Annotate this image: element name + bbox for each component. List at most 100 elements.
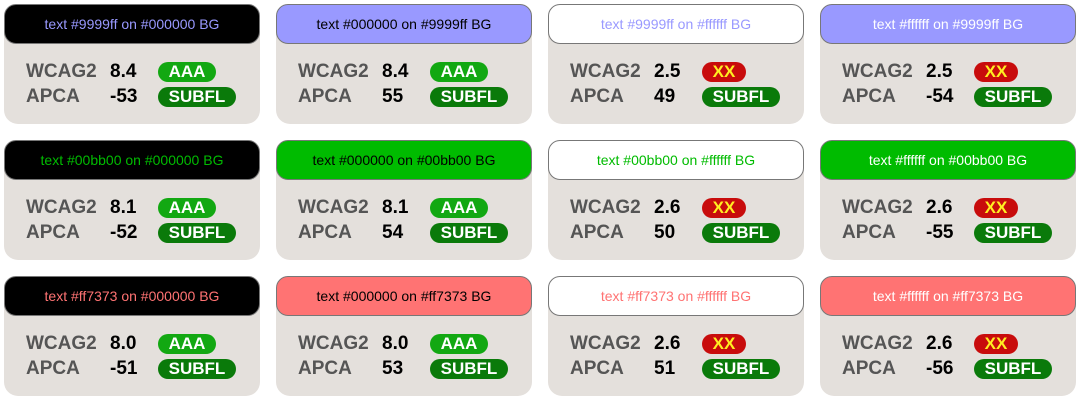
wcag-row: WCAG2 8.1 AAA (276, 196, 532, 220)
apca-label: APCA (26, 86, 80, 107)
wcag-rating-badge: XX (702, 334, 746, 354)
contrast-card: text #00bb00 on #000000 BG WCAG2 8.1 AAA APC… (4, 140, 260, 260)
apca-row: APCA -56 SUBFL (820, 357, 1076, 381)
apca-rating-badge: SUBFL (974, 223, 1052, 243)
wcag-label: WCAG2 (26, 61, 97, 82)
apca-rating-badge: SUBFL (430, 87, 508, 107)
wcag-row: WCAG2 2.6 XX (548, 332, 804, 356)
wcag-ratio-value: 8.4 (110, 61, 137, 82)
apca-row: APCA -54 SUBFL (820, 85, 1076, 109)
apca-row: APCA -52 SUBFL (4, 221, 260, 245)
apca-label: APCA (298, 222, 352, 243)
apca-row: APCA -55 SUBFL (820, 221, 1076, 245)
contrast-sample-header: text #9999ff on #000000 BG (4, 4, 260, 44)
apca-row: APCA 51 SUBFL (548, 357, 804, 381)
apca-row: APCA 49 SUBFL (548, 85, 804, 109)
contrast-card: text #000000 on #00bb00 BG WCAG2 8.1 AAA APC… (276, 140, 532, 260)
contrast-sample-header: text #ff7373 on #000000 BG (4, 276, 260, 316)
apca-label: APCA (842, 358, 896, 379)
contrast-sample-header: text #000000 on #9999ff BG (276, 4, 532, 44)
wcag-ratio-value: 8.0 (110, 333, 137, 354)
wcag-row: WCAG2 8.1 AAA (4, 196, 260, 220)
wcag-row: WCAG2 2.5 XX (548, 60, 804, 84)
contrast-card: text #ffffff on #00bb00 BG WCAG2 2.6 XX APCA… (820, 140, 1076, 260)
wcag-label: WCAG2 (570, 333, 641, 354)
wcag-label: WCAG2 (570, 61, 641, 82)
wcag-rating-badge: XX (702, 62, 746, 82)
wcag-rating-badge: AAA (158, 198, 216, 218)
contrast-sample-header: text #000000 on #ff7373 BG (276, 276, 532, 316)
wcag-row: WCAG2 8.4 AAA (4, 60, 260, 84)
contrast-sample-header: text #ffffff on #9999ff BG (820, 4, 1076, 44)
apca-row: APCA -53 SUBFL (4, 85, 260, 109)
wcag-ratio-value: 8.4 (382, 61, 409, 82)
contrast-card: text #ffffff on #9999ff BG WCAG2 2.5 XX APCA… (820, 4, 1076, 124)
wcag-rating-badge: XX (974, 334, 1018, 354)
apca-rating-badge: SUBFL (702, 223, 780, 243)
apca-row: APCA 50 SUBFL (548, 221, 804, 245)
apca-lc-value: -51 (110, 358, 138, 379)
wcag-label: WCAG2 (298, 61, 369, 82)
apca-lc-value: 54 (382, 222, 404, 243)
wcag-ratio-value: 2.6 (654, 333, 681, 354)
apca-lc-value: -56 (926, 358, 954, 379)
apca-label: APCA (26, 358, 80, 379)
contrast-card: text #9999ff on #ffffff BG WCAG2 2.5 XX APCA… (548, 4, 804, 124)
contrast-sample-header: text #9999ff on #ffffff BG (548, 4, 804, 44)
contrast-sample-header: text #00bb00 on #ffffff BG (548, 140, 804, 180)
contrast-sample-header: text #000000 on #00bb00 BG (276, 140, 532, 180)
wcag-ratio-value: 2.6 (926, 197, 953, 218)
wcag-row: WCAG2 8.4 AAA (276, 60, 532, 84)
apca-lc-value: 55 (382, 86, 404, 107)
wcag-row: WCAG2 2.6 XX (820, 196, 1076, 220)
apca-rating-badge: SUBFL (974, 87, 1052, 107)
contrast-sample-header: text #ffffff on #ff7373 BG (820, 276, 1076, 316)
apca-rating-badge: SUBFL (702, 87, 780, 107)
apca-lc-value: -55 (926, 222, 954, 243)
wcag-label: WCAG2 (26, 333, 97, 354)
apca-rating-badge: SUBFL (158, 223, 236, 243)
apca-label: APCA (842, 222, 896, 243)
apca-rating-badge: SUBFL (158, 87, 236, 107)
contrast-card: text #000000 on #ff7373 BG WCAG2 8.0 AAA APC… (276, 276, 532, 396)
apca-lc-value: 50 (654, 222, 676, 243)
apca-label: APCA (298, 358, 352, 379)
contrast-sample-header: text #ffffff on #00bb00 BG (820, 140, 1076, 180)
wcag-ratio-value: 8.0 (382, 333, 409, 354)
apca-rating-badge: SUBFL (158, 359, 236, 379)
apca-label: APCA (298, 86, 352, 107)
apca-label: APCA (570, 358, 624, 379)
wcag-ratio-value: 2.5 (654, 61, 681, 82)
wcag-ratio-value: 8.1 (110, 197, 137, 218)
contrast-card: text #000000 on #9999ff BG WCAG2 8.4 AAA APC… (276, 4, 532, 124)
wcag-rating-badge: AAA (430, 62, 488, 82)
contrast-card: text #ff7373 on #ffffff BG WCAG2 2.6 XX APCA… (548, 276, 804, 396)
wcag-label: WCAG2 (298, 333, 369, 354)
apca-lc-value: -53 (110, 86, 138, 107)
wcag-ratio-value: 2.6 (926, 333, 953, 354)
wcag-label: WCAG2 (26, 197, 97, 218)
wcag-row: WCAG2 8.0 AAA (4, 332, 260, 356)
contrast-card: text #00bb00 on #ffffff BG WCAG2 2.6 XX APCA… (548, 140, 804, 260)
wcag-row: WCAG2 2.5 XX (820, 60, 1076, 84)
apca-lc-value: -52 (110, 222, 138, 243)
wcag-label: WCAG2 (298, 197, 369, 218)
contrast-card: text #9999ff on #000000 BG WCAG2 8.4 AAA APC… (4, 4, 260, 124)
apca-rating-badge: SUBFL (702, 359, 780, 379)
wcag-row: WCAG2 2.6 XX (548, 196, 804, 220)
wcag-ratio-value: 2.6 (654, 197, 681, 218)
apca-label: APCA (26, 222, 80, 243)
apca-row: APCA 54 SUBFL (276, 221, 532, 245)
wcag-ratio-value: 2.5 (926, 61, 953, 82)
apca-row: APCA 55 SUBFL (276, 85, 532, 109)
apca-label: APCA (570, 222, 624, 243)
apca-lc-value: 53 (382, 358, 404, 379)
apca-row: APCA 53 SUBFL (276, 357, 532, 381)
wcag-rating-badge: AAA (158, 334, 216, 354)
wcag-label: WCAG2 (842, 61, 913, 82)
apca-rating-badge: SUBFL (430, 223, 508, 243)
apca-rating-badge: SUBFL (430, 359, 508, 379)
apca-label: APCA (570, 86, 624, 107)
wcag-row: WCAG2 8.0 AAA (276, 332, 532, 356)
